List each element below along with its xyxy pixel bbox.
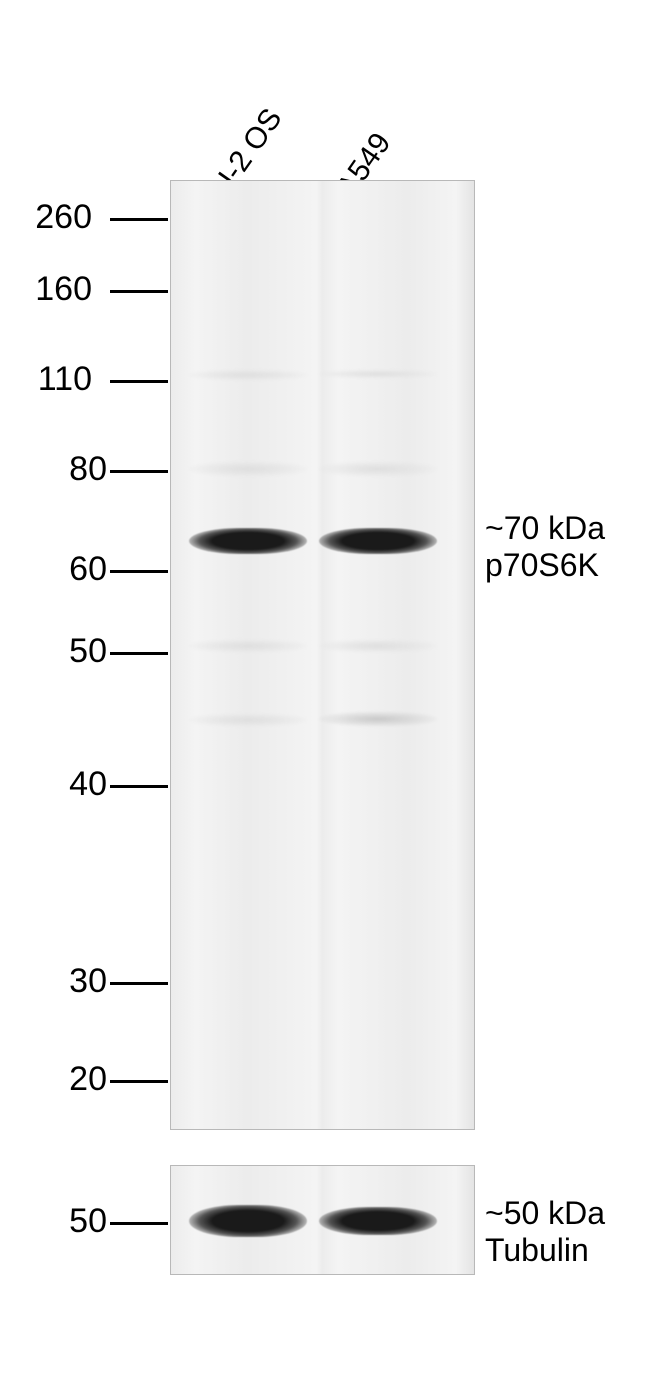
main-blot-membrane xyxy=(170,180,475,1130)
mw-tick xyxy=(110,570,168,573)
band xyxy=(319,640,437,652)
mw-tick xyxy=(110,1080,168,1083)
target-name: Tubulin xyxy=(485,1232,605,1269)
mw-tick xyxy=(110,290,168,293)
band xyxy=(319,462,437,476)
mw-label: 60 xyxy=(45,550,107,589)
band xyxy=(189,640,307,652)
mw-label: 260 xyxy=(30,198,92,237)
target-name: p70S6K xyxy=(485,547,605,584)
loading-blot-target-label: ~50 kDaTubulin xyxy=(485,1195,605,1269)
mw-label: 40 xyxy=(45,765,107,804)
mw-tick xyxy=(110,470,168,473)
band xyxy=(319,528,437,554)
mw-tick xyxy=(110,1222,168,1225)
band xyxy=(319,370,437,378)
band xyxy=(189,1205,307,1237)
band xyxy=(189,528,307,554)
mw-label: 20 xyxy=(45,1060,107,1099)
band xyxy=(189,370,307,380)
band xyxy=(319,1207,437,1235)
western-blot-figure: U-2 OS A549 260160110806050403020 ~70 kD… xyxy=(0,0,650,1393)
mw-label: 80 xyxy=(45,450,107,489)
target-mw: ~70 kDa xyxy=(485,510,605,547)
band xyxy=(189,714,307,726)
mw-tick xyxy=(110,785,168,788)
mw-label: 50 xyxy=(45,632,107,671)
target-mw: ~50 kDa xyxy=(485,1195,605,1232)
mw-label: 30 xyxy=(45,962,107,1001)
mw-label: 160 xyxy=(30,270,92,309)
mw-tick xyxy=(110,982,168,985)
mw-label: 110 xyxy=(30,360,92,399)
mw-tick xyxy=(110,652,168,655)
mw-tick xyxy=(110,380,168,383)
mw-label: 50 xyxy=(45,1202,107,1241)
main-blot-target-label: ~70 kDap70S6K xyxy=(485,510,605,584)
band xyxy=(189,462,307,476)
mw-tick xyxy=(110,218,168,221)
band xyxy=(319,712,437,726)
